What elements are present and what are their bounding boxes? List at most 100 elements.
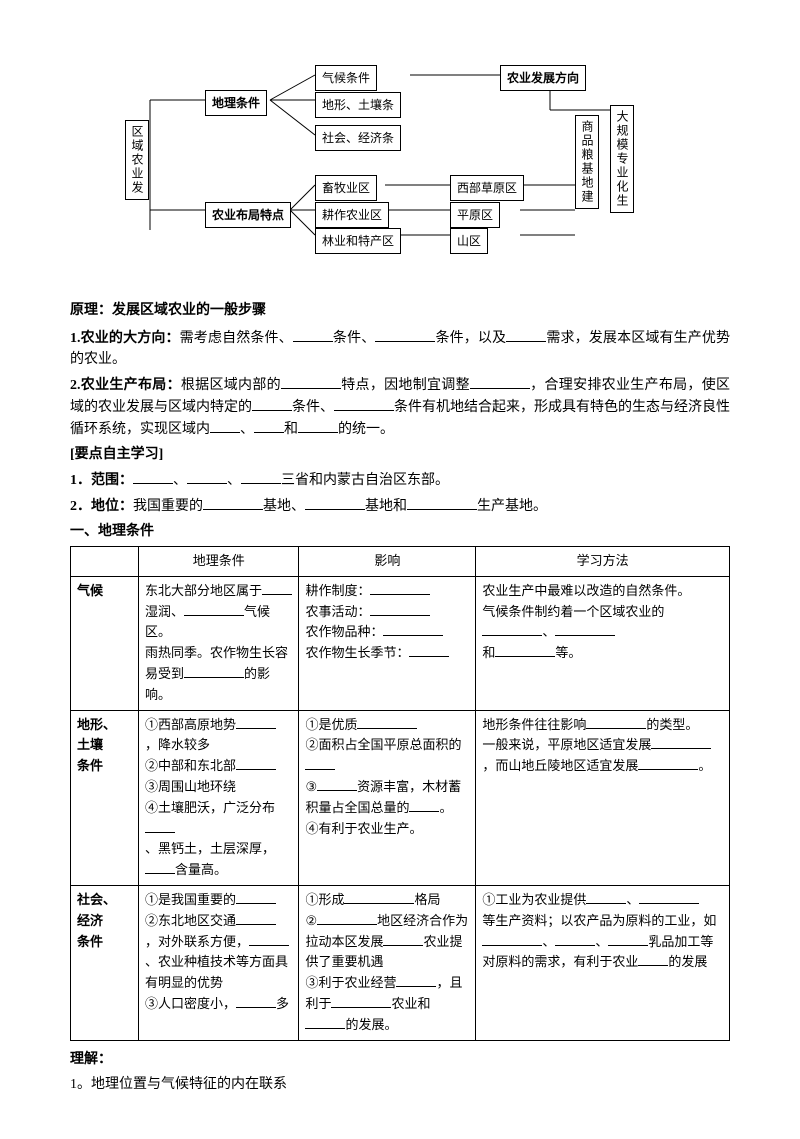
blank	[254, 418, 284, 433]
comp1: 1。地理位置与气候特征的内在联系	[70, 1074, 730, 1095]
scope: 1．范围：、、三省和内蒙古自治区东部。	[70, 469, 730, 491]
blank	[482, 622, 542, 636]
blank	[638, 952, 668, 966]
blank	[409, 643, 449, 657]
box-forest: 林业和特产区	[315, 228, 401, 254]
t: ，而山地丘陵地区适宜发展	[482, 758, 638, 773]
table-row: 社会、 经济 条件 ①是我国重要的 ②东北地区交通 ，对外联系方便，、农业种植技…	[71, 885, 730, 1040]
t: ②面积占全国平原总面积的	[305, 737, 461, 752]
blank	[370, 602, 430, 616]
scope-bold: 1．范围：	[70, 473, 133, 488]
t: ①是优质	[305, 717, 357, 732]
blank	[639, 890, 699, 904]
t: ④有利于农业生产。	[305, 821, 422, 836]
t: 和	[482, 645, 495, 660]
t: 多	[276, 996, 289, 1011]
step2-bold: 2.农业生产布局：	[70, 378, 181, 393]
blank	[236, 911, 276, 925]
t: ①工业为农业提供	[482, 892, 586, 907]
blank	[375, 327, 435, 342]
box-plain: 平原区	[450, 202, 500, 228]
cell: ①西部高原地势 ，降水较多 ②中部和东北部 ③周围山地环绕 ④土壤肥沃，广泛分布…	[139, 710, 299, 885]
blank	[586, 890, 626, 904]
blank	[383, 932, 423, 946]
status: 2．地位：我国重要的基地、基地和生产基地。	[70, 495, 730, 517]
cell: 地形条件往往影响的类型。 一般来说，平原地区适宜发展，而山地丘陵地区适宜发展。	[476, 710, 730, 885]
box-west-grass: 西部草原区	[450, 175, 524, 201]
blank	[470, 374, 530, 389]
cell: ①是优质 ②面积占全国平原总面积的 ③资源丰富，木材蓄积量占全国总量的。 ④有利…	[299, 710, 476, 885]
t: 格局	[414, 892, 440, 907]
t: 农作物生长季节：	[305, 645, 409, 660]
blank	[331, 994, 391, 1008]
cell: 东北大部分地区属于 湿润、气候区。 雨热同季。农作物生长容 易受到的影响。	[139, 576, 299, 710]
blank	[187, 469, 227, 484]
blank	[305, 495, 365, 510]
step1: 1.农业的大方向：需考虑自然条件、条件、条件，以及需求，发展本区域有生产优势的农…	[70, 327, 730, 370]
t: 东北大部分地区属于	[145, 583, 262, 598]
blank	[241, 469, 281, 484]
t: 、农业种植技术等方面具有明显的优势	[145, 954, 288, 990]
blank	[145, 860, 175, 874]
section1: 一、地理条件	[70, 521, 730, 542]
blank	[383, 622, 443, 636]
t: ①西部高原地势	[145, 717, 236, 732]
concept-diagram: 区域农业发 地理条件 气候条件 地形、土壤条 社会、经济条 农业布局特点 畜牧业…	[120, 60, 680, 280]
conditions-table: 地理条件 影响 学习方法 气候 东北大部分地区属于 湿润、气候区。 雨热同季。农…	[70, 546, 730, 1041]
t: ②中部和东北部	[145, 758, 236, 773]
blank	[586, 715, 646, 729]
box-mountain: 山区	[450, 228, 488, 254]
t: ，对外联系方便，	[145, 934, 249, 949]
cell: ①是我国重要的 ②东北地区交通 ，对外联系方便，、农业种植技术等方面具有明显的优…	[139, 885, 299, 1040]
blank	[482, 932, 542, 946]
t: 、	[626, 892, 639, 907]
t: 气候条件制约着一个区域农业的	[482, 604, 664, 619]
t: 特点，因地制宜调整	[341, 378, 470, 393]
blank	[184, 664, 244, 678]
t: 、	[595, 934, 608, 949]
th: 影响	[299, 547, 476, 577]
t: 的发展	[668, 954, 707, 969]
table-row: 地形、 土壤 条件 ①西部高原地势 ，降水较多 ②中部和东北部 ③周围山地环绕 …	[71, 710, 730, 885]
blank	[203, 495, 263, 510]
t: 条件、	[333, 331, 376, 346]
step2: 2.农业生产布局：根据区域内部的特点，因地制宜调整，合理安排农业生产布局，使区域…	[70, 374, 730, 440]
comprehend-label: 理解：	[70, 1052, 112, 1067]
blank	[293, 327, 333, 342]
blank	[651, 735, 711, 749]
table-row: 气候 东北大部分地区属于 湿润、气候区。 雨热同季。农作物生长容 易受到的影响。…	[71, 576, 730, 710]
t: 农业和	[391, 996, 430, 1011]
th: 学习方法	[476, 547, 730, 577]
t: 、	[173, 473, 187, 488]
t: 条件	[77, 758, 103, 773]
cell: 农业生产中最难以改造的自然条件。 气候条件制约着一个区域农业的、 和等。	[476, 576, 730, 710]
t: 土壤	[77, 737, 103, 752]
t: 生产基地。	[477, 499, 547, 514]
cell: ①形成格局 ②地区经济合作为拉动本区发展农业提供了重要机遇 ③利于农业经营，且利…	[299, 885, 476, 1040]
box-geo-cond: 地理条件	[205, 90, 267, 116]
t: 农业生产中最难以改造的自然条件。	[482, 583, 690, 598]
blank	[344, 890, 414, 904]
t: ②	[305, 913, 317, 928]
t: ②东北地区交通	[145, 913, 236, 928]
box-direction: 农业发展方向	[500, 65, 586, 91]
box-farming: 耕作农业区	[315, 202, 389, 228]
t: 经济	[77, 913, 103, 928]
blank	[370, 581, 430, 595]
t: 、黑钙土，土层深厚，	[145, 841, 275, 856]
t: 等生产资料；以农产品为原料的工业，如	[482, 913, 716, 928]
t: 的发展。	[345, 1017, 397, 1032]
rowhead: 社会、 经济 条件	[71, 885, 139, 1040]
blank	[262, 581, 292, 595]
blank	[638, 756, 698, 770]
t: 雨热同季。农作物生长容	[145, 645, 288, 660]
t: 的统一。	[338, 422, 394, 437]
blank	[236, 756, 276, 770]
t: ③利于农业经营	[305, 975, 396, 990]
t: 含量高。	[175, 862, 227, 877]
box-col2: 大规模专业化生	[610, 105, 634, 213]
blank	[357, 715, 417, 729]
t: 农事活动：	[305, 604, 370, 619]
blank	[236, 890, 276, 904]
box-social: 社会、经济条	[315, 125, 401, 151]
